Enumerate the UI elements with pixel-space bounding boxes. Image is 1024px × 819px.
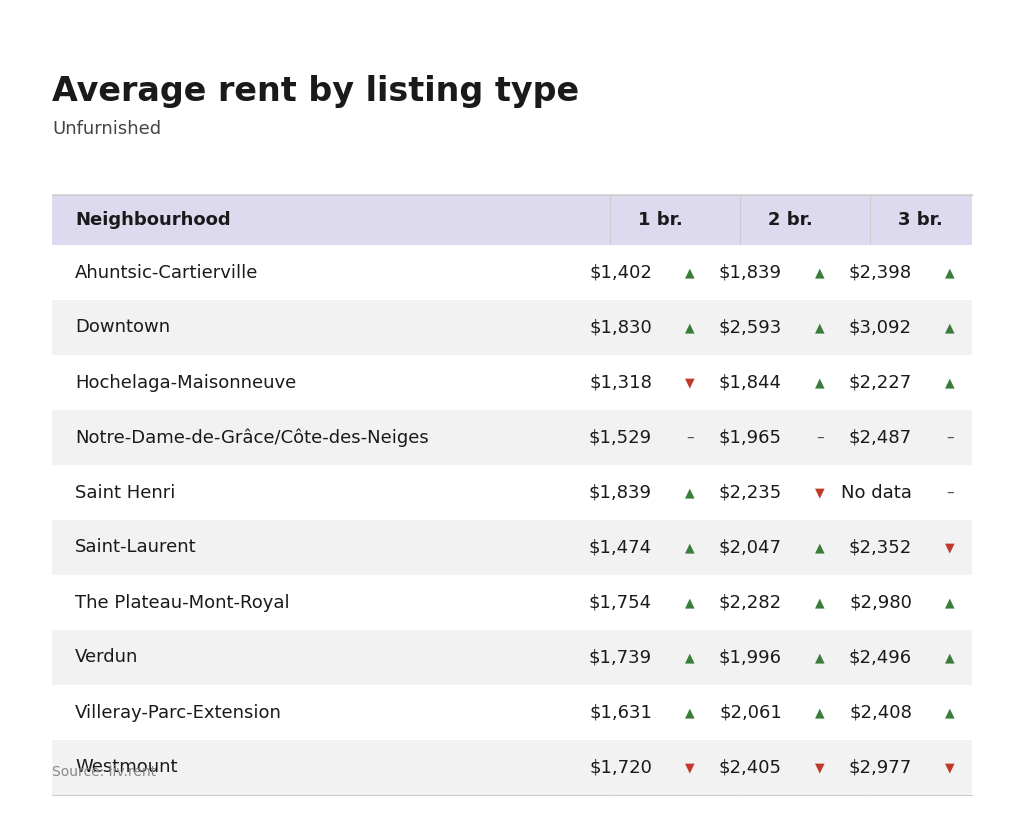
Text: Villeray-Parc-Extension: Villeray-Parc-Extension: [75, 704, 282, 722]
Text: –: –: [816, 430, 824, 445]
Text: $2,047: $2,047: [719, 539, 782, 556]
Text: $1,529: $1,529: [589, 428, 652, 446]
Bar: [52, 520, 972, 575]
Text: –: –: [946, 485, 953, 500]
Bar: [52, 300, 972, 355]
Text: $1,830: $1,830: [589, 319, 652, 337]
Text: ▲: ▲: [945, 321, 954, 334]
Bar: [52, 685, 972, 740]
Text: ▲: ▲: [685, 486, 695, 499]
Text: 2 br.: 2 br.: [768, 211, 812, 229]
Text: ▼: ▼: [945, 541, 954, 554]
Text: ▲: ▲: [685, 321, 695, 334]
Text: ▲: ▲: [685, 706, 695, 719]
Text: –: –: [946, 430, 953, 445]
Text: $2,487: $2,487: [849, 428, 912, 446]
Bar: [52, 465, 972, 520]
Text: Ahuntsic-Cartierville: Ahuntsic-Cartierville: [75, 264, 258, 282]
Bar: [52, 630, 972, 685]
Text: $2,235: $2,235: [719, 483, 782, 501]
Text: $2,980: $2,980: [849, 594, 912, 612]
Bar: [52, 245, 972, 300]
Text: $2,496: $2,496: [849, 649, 912, 667]
Text: $1,839: $1,839: [589, 483, 652, 501]
Text: 3 br.: 3 br.: [898, 211, 942, 229]
Text: Westmount: Westmount: [75, 758, 177, 776]
Text: $1,844: $1,844: [719, 373, 782, 391]
Text: $2,227: $2,227: [849, 373, 912, 391]
Text: Verdun: Verdun: [75, 649, 138, 667]
Text: ▲: ▲: [685, 541, 695, 554]
Bar: [52, 410, 972, 465]
Text: ▲: ▲: [815, 376, 824, 389]
Text: ▲: ▲: [815, 706, 824, 719]
Text: Neighbourhood: Neighbourhood: [75, 211, 230, 229]
Text: ▲: ▲: [685, 651, 695, 664]
Text: $1,631: $1,631: [589, 704, 652, 722]
Text: $2,352: $2,352: [849, 539, 912, 556]
Bar: [52, 740, 972, 795]
Text: $1,754: $1,754: [589, 594, 652, 612]
Text: ▲: ▲: [945, 651, 954, 664]
Text: $1,318: $1,318: [589, 373, 652, 391]
Text: The Plateau-Mont-Royal: The Plateau-Mont-Royal: [75, 594, 290, 612]
Text: ▼: ▼: [815, 486, 824, 499]
Text: $1,996: $1,996: [719, 649, 782, 667]
Text: $2,282: $2,282: [719, 594, 782, 612]
Text: ▲: ▲: [815, 266, 824, 279]
Text: ▲: ▲: [815, 596, 824, 609]
Text: ▲: ▲: [945, 596, 954, 609]
Bar: [52, 195, 972, 245]
Text: Saint Henri: Saint Henri: [75, 483, 175, 501]
Text: 1 br.: 1 br.: [638, 211, 682, 229]
Text: ▼: ▼: [945, 761, 954, 774]
Text: ▲: ▲: [815, 321, 824, 334]
Text: ▲: ▲: [945, 376, 954, 389]
Bar: [52, 575, 972, 630]
Text: ▼: ▼: [685, 376, 695, 389]
Bar: [52, 355, 972, 410]
Text: $2,408: $2,408: [849, 704, 912, 722]
Text: $2,405: $2,405: [719, 758, 782, 776]
Text: $1,839: $1,839: [719, 264, 782, 282]
Text: ▲: ▲: [685, 596, 695, 609]
Text: ▲: ▲: [815, 541, 824, 554]
Text: –: –: [686, 430, 694, 445]
Text: Average rent by listing type: Average rent by listing type: [52, 75, 580, 108]
Text: Downtown: Downtown: [75, 319, 170, 337]
Text: Hochelaga-Maisonneuve: Hochelaga-Maisonneuve: [75, 373, 296, 391]
Text: $2,977: $2,977: [849, 758, 912, 776]
Text: ▼: ▼: [815, 761, 824, 774]
Text: No data: No data: [841, 483, 912, 501]
Text: $1,474: $1,474: [589, 539, 652, 556]
Text: Notre-Dame-de-Grâce/Côte-des-Neiges: Notre-Dame-de-Grâce/Côte-des-Neiges: [75, 428, 429, 446]
Text: $1,720: $1,720: [589, 758, 652, 776]
Text: $1,739: $1,739: [589, 649, 652, 667]
Text: $3,092: $3,092: [849, 319, 912, 337]
Text: $1,402: $1,402: [589, 264, 652, 282]
Text: ▲: ▲: [945, 706, 954, 719]
Text: $1,965: $1,965: [719, 428, 782, 446]
Text: ▲: ▲: [945, 266, 954, 279]
Text: $2,061: $2,061: [719, 704, 782, 722]
Text: Saint-Laurent: Saint-Laurent: [75, 539, 197, 556]
Text: Source: liv.rent: Source: liv.rent: [52, 765, 156, 779]
Text: $2,398: $2,398: [849, 264, 912, 282]
Text: ▲: ▲: [685, 266, 695, 279]
Text: Unfurnished: Unfurnished: [52, 120, 161, 138]
Text: ▲: ▲: [815, 651, 824, 664]
Text: $2,593: $2,593: [719, 319, 782, 337]
Text: ▼: ▼: [685, 761, 695, 774]
